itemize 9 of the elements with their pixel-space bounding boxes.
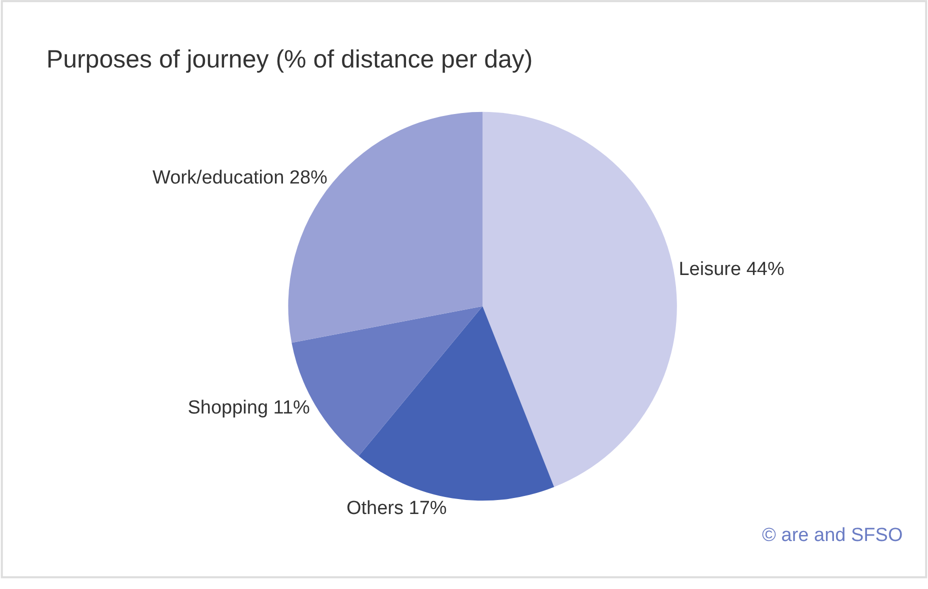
pie-slice <box>358 306 554 501</box>
text: © are and SFSO <box>762 525 903 546</box>
slice-label: Leisure 44% <box>678 258 784 280</box>
pie-slice <box>482 112 677 487</box>
slice-label: Shopping 11% <box>188 397 310 418</box>
slice-label: Work/education 28% <box>152 168 328 189</box>
chart-title: Purposes of journey (% of distance per day) <box>46 46 533 74</box>
pie-slice <box>288 112 483 343</box>
slice-label: Others 17% <box>346 498 447 519</box>
